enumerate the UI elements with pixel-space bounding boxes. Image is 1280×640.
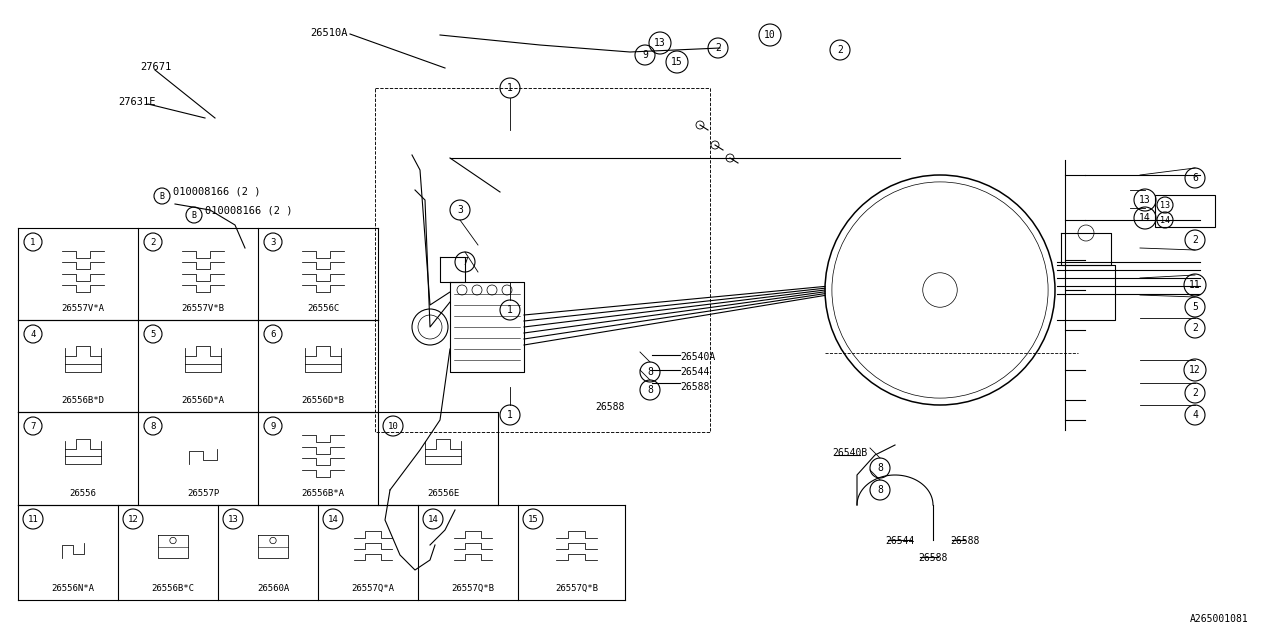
Text: 26556N*A: 26556N*A: [51, 584, 95, 593]
Text: 15: 15: [527, 515, 539, 524]
Text: 26544: 26544: [884, 536, 914, 546]
Text: 14: 14: [428, 515, 438, 524]
Text: 2: 2: [837, 45, 844, 55]
Text: 26544: 26544: [680, 367, 709, 377]
Text: 9: 9: [270, 422, 275, 431]
Text: 5: 5: [150, 330, 156, 339]
Text: 4: 4: [1192, 410, 1198, 420]
Text: 26557P: 26557P: [187, 489, 219, 498]
Text: 14: 14: [1139, 213, 1151, 223]
Text: 3: 3: [457, 205, 463, 215]
Text: 8: 8: [648, 367, 653, 377]
Text: 26510A: 26510A: [310, 28, 347, 38]
Text: 010008166 (2 ): 010008166 (2 ): [205, 205, 293, 215]
Text: 12: 12: [1189, 365, 1201, 375]
Text: 26588: 26588: [595, 402, 625, 412]
Text: 26557Q*B: 26557Q*B: [556, 584, 598, 593]
Text: 15: 15: [671, 57, 682, 67]
Text: B: B: [160, 191, 165, 200]
Text: 26540B: 26540B: [832, 448, 868, 458]
Text: 8: 8: [648, 385, 653, 395]
Text: 8: 8: [150, 422, 156, 431]
Text: 010008166 (2 ): 010008166 (2 ): [173, 186, 261, 196]
Text: 7: 7: [31, 422, 36, 431]
Text: 3: 3: [270, 237, 275, 246]
Text: 26556B*C: 26556B*C: [151, 584, 195, 593]
Text: 13: 13: [1160, 200, 1170, 209]
Bar: [1155, 195, 1215, 227]
Text: 1: 1: [507, 410, 513, 420]
Text: 26557Q*B: 26557Q*B: [452, 584, 494, 593]
Text: 26540A: 26540A: [680, 352, 716, 362]
Text: 8: 8: [877, 485, 883, 495]
Text: 8: 8: [877, 463, 883, 473]
Text: 13: 13: [654, 38, 666, 48]
Text: 9: 9: [643, 50, 648, 60]
Text: 14: 14: [1160, 216, 1170, 225]
Text: 26556E: 26556E: [426, 489, 460, 498]
Text: 27671: 27671: [140, 62, 172, 72]
Text: 6: 6: [1192, 173, 1198, 183]
Text: 2: 2: [150, 237, 156, 246]
Text: 26588: 26588: [918, 553, 947, 563]
Text: 7: 7: [462, 257, 468, 267]
Text: 26556C: 26556C: [307, 304, 339, 313]
Text: 2: 2: [1192, 388, 1198, 398]
Text: 26557Q*A: 26557Q*A: [352, 584, 394, 593]
Text: 1: 1: [31, 237, 36, 246]
Text: 10: 10: [764, 30, 776, 40]
Text: 26556D*B: 26556D*B: [302, 396, 344, 405]
Text: 5: 5: [1192, 302, 1198, 312]
Text: 1: 1: [507, 83, 513, 93]
Text: 13: 13: [1139, 195, 1151, 205]
Text: 14: 14: [328, 515, 338, 524]
Text: 2: 2: [1192, 235, 1198, 245]
Text: 2: 2: [1192, 323, 1198, 333]
Text: 26588: 26588: [950, 536, 979, 546]
Text: 1: 1: [507, 305, 513, 315]
Text: A265001081: A265001081: [1190, 614, 1249, 624]
Text: 27631E: 27631E: [118, 97, 155, 107]
Text: 11: 11: [28, 515, 38, 524]
Text: 26556B*D: 26556B*D: [61, 396, 105, 405]
Text: 2: 2: [716, 43, 721, 53]
Text: 26556D*A: 26556D*A: [182, 396, 224, 405]
Text: 26556: 26556: [69, 489, 96, 498]
Text: 26560A: 26560A: [257, 584, 289, 593]
Text: 6: 6: [270, 330, 275, 339]
Text: 26588: 26588: [680, 382, 709, 392]
Text: 11: 11: [1189, 280, 1201, 290]
Text: B: B: [192, 211, 197, 220]
Text: 12: 12: [128, 515, 138, 524]
Text: 26557V*B: 26557V*B: [182, 304, 224, 313]
Text: 4: 4: [31, 330, 36, 339]
Text: 10: 10: [388, 422, 398, 431]
Text: 26556B*A: 26556B*A: [302, 489, 344, 498]
Text: 26557V*A: 26557V*A: [61, 304, 105, 313]
Text: 13: 13: [228, 515, 238, 524]
